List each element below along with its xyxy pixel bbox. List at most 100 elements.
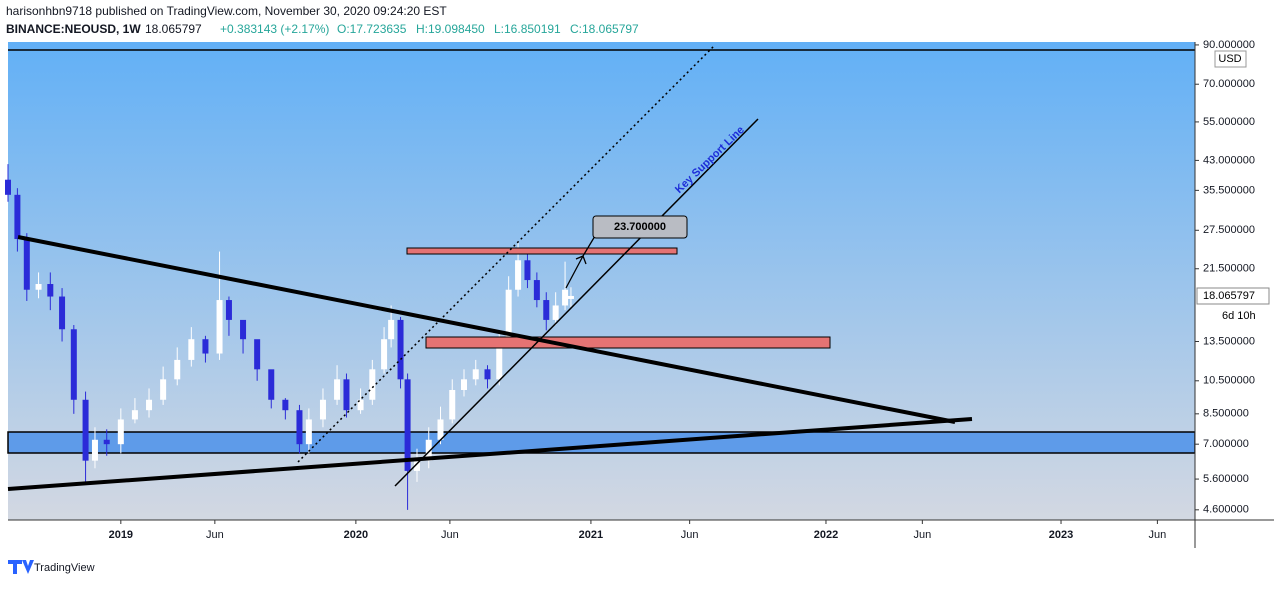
price-label: 18.065797 bbox=[1203, 290, 1255, 302]
candle-body bbox=[70, 329, 77, 400]
open: O:17.723635 bbox=[337, 22, 407, 36]
y-tick-label: 8.500000 bbox=[1203, 408, 1249, 420]
candle-body bbox=[413, 460, 420, 471]
candles bbox=[5, 164, 574, 510]
support-zone-red bbox=[425, 336, 831, 349]
candle-body bbox=[381, 339, 388, 370]
candle-body bbox=[334, 379, 341, 400]
support-zone bbox=[7, 431, 1196, 454]
y-tick-label: 13.500000 bbox=[1203, 335, 1255, 347]
y-tick-label: 4.600000 bbox=[1203, 504, 1249, 516]
candle-body bbox=[515, 260, 522, 290]
candle-body bbox=[202, 339, 209, 354]
down-trendline bbox=[17, 235, 956, 424]
candle-body bbox=[305, 419, 312, 445]
y-tick-label: 27.500000 bbox=[1203, 224, 1255, 236]
x-tick-label: Jun bbox=[913, 529, 931, 541]
x-tick-label: 2021 bbox=[579, 529, 603, 541]
candle-body bbox=[216, 300, 223, 354]
candle-body bbox=[47, 284, 54, 297]
candle-body bbox=[472, 369, 479, 380]
target-label: 23.700000 bbox=[614, 221, 666, 233]
candle-body bbox=[533, 280, 540, 301]
target-box bbox=[592, 215, 688, 239]
candle-body bbox=[225, 300, 232, 320]
brand: TradingView bbox=[34, 562, 95, 574]
x-tick-label: Jun bbox=[681, 529, 699, 541]
candle-body bbox=[23, 239, 30, 290]
currency-box bbox=[1214, 50, 1247, 68]
close: C:18.065797 bbox=[570, 22, 639, 36]
candle-body bbox=[388, 319, 395, 340]
candle-body bbox=[282, 399, 289, 411]
candle-body bbox=[188, 339, 195, 360]
candle-body bbox=[254, 339, 261, 370]
candle-body bbox=[496, 339, 503, 380]
y-tick-label: 90.000000 bbox=[1203, 39, 1255, 51]
y-tick-label: 70.000000 bbox=[1203, 78, 1255, 90]
low: L:16.850191 bbox=[494, 22, 561, 36]
candle-body bbox=[562, 289, 569, 306]
y-tick-label: 10.500000 bbox=[1203, 375, 1255, 387]
candle-body bbox=[524, 260, 531, 281]
key-support-line bbox=[394, 118, 759, 487]
price-axis bbox=[1195, 42, 1274, 520]
candle-body bbox=[343, 379, 350, 411]
candle-body bbox=[296, 410, 303, 445]
candle-body bbox=[174, 359, 181, 380]
candle-body bbox=[397, 319, 404, 380]
candle-body bbox=[425, 439, 432, 461]
y-tick-label: 55.000000 bbox=[1203, 116, 1255, 128]
candle-body bbox=[91, 439, 98, 461]
publisher: harisonhbn9718 published on TradingView.… bbox=[6, 4, 447, 18]
axis: 90.000000 70.000000 55.000000 43.000000 35.5… bbox=[109, 39, 1255, 541]
candle-body bbox=[552, 305, 559, 320]
candle-body bbox=[240, 319, 247, 340]
candle-body bbox=[268, 369, 275, 400]
y-tick-label: 21.500000 bbox=[1203, 263, 1255, 275]
x-tick-label: 2019 bbox=[109, 529, 133, 541]
candle-body bbox=[160, 379, 167, 400]
countdown: 6d 10h bbox=[1222, 310, 1256, 322]
candle-body bbox=[35, 284, 42, 290]
candle-body bbox=[543, 300, 550, 320]
last: 18.065797 bbox=[145, 22, 202, 36]
candle-body bbox=[460, 379, 467, 390]
candle-body bbox=[131, 410, 138, 420]
logo bbox=[8, 560, 34, 574]
candle-body bbox=[146, 399, 153, 411]
candle-body bbox=[437, 419, 444, 440]
candle-body bbox=[357, 399, 364, 411]
candle-body bbox=[82, 399, 89, 461]
y-tick-label: 43.000000 bbox=[1203, 154, 1255, 166]
symbol: BINANCE:NEOUSD, 1W bbox=[6, 22, 141, 36]
price-label-box bbox=[1196, 287, 1270, 305]
candle-body bbox=[59, 296, 66, 330]
y-tick-label: 5.600000 bbox=[1203, 473, 1249, 485]
x-tick-label: Jun bbox=[441, 529, 459, 541]
target-arrow bbox=[565, 235, 596, 289]
x-tick-label: Jun bbox=[206, 529, 224, 541]
candle-body bbox=[567, 295, 574, 299]
candle-body bbox=[404, 379, 411, 471]
dotted-channel bbox=[297, 45, 715, 463]
y-tick-label: 35.500000 bbox=[1203, 184, 1255, 196]
up-trendline bbox=[7, 417, 973, 491]
candle-body bbox=[505, 289, 512, 340]
x-tick-label: 2020 bbox=[344, 529, 368, 541]
x-tick-label: 2023 bbox=[1049, 529, 1073, 541]
high: H:19.098450 bbox=[416, 22, 485, 36]
candle-body bbox=[484, 369, 491, 380]
candle-body bbox=[103, 439, 110, 445]
y-tick-label: 7.000000 bbox=[1203, 438, 1249, 450]
resistance-zone bbox=[406, 247, 678, 255]
x-tick-label: 2022 bbox=[814, 529, 838, 541]
x-tick-label: Jun bbox=[1149, 529, 1167, 541]
candle-body bbox=[117, 419, 124, 445]
currency: USD bbox=[1218, 53, 1241, 65]
candle-body bbox=[14, 194, 21, 240]
candle-body bbox=[319, 399, 326, 420]
change: +0.383143 (+2.17%) bbox=[220, 22, 329, 36]
